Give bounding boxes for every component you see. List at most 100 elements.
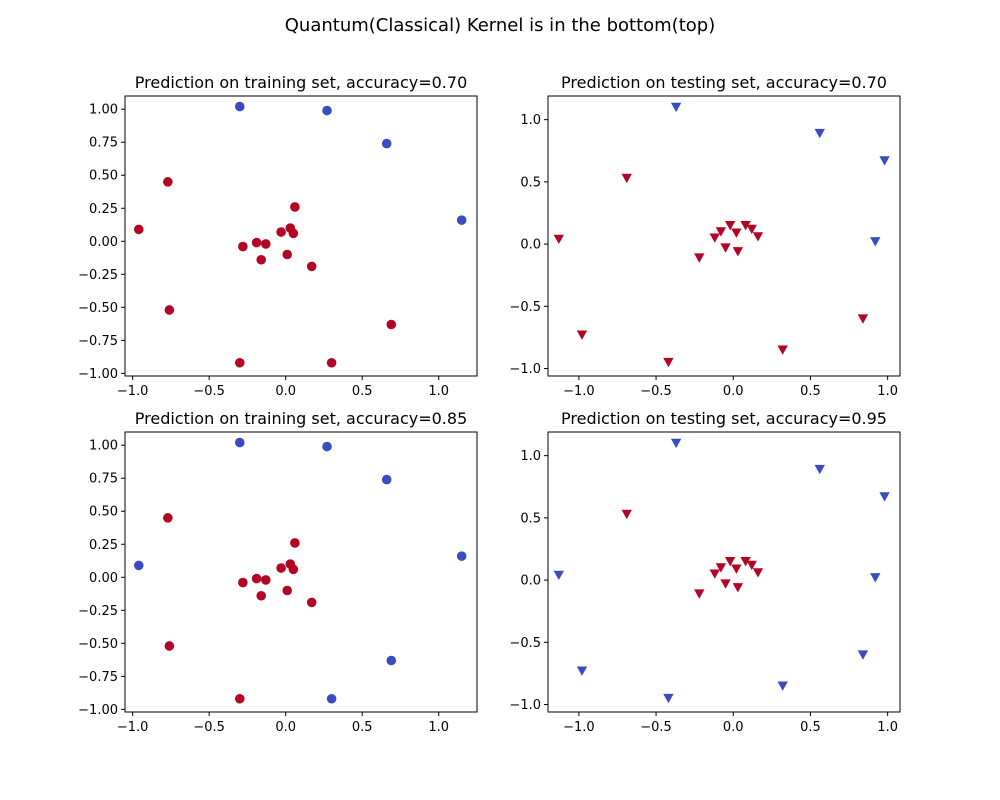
data-point-blue [326, 693, 337, 704]
data-point-red [133, 224, 144, 235]
data-point-red [163, 513, 173, 523]
y-tick-label: −0.50 [78, 637, 118, 652]
x-tick-label: 0.0 [723, 384, 744, 399]
data-point-blue [381, 474, 392, 485]
data-point-red [857, 314, 869, 324]
subplot-top-right: Prediction on testing set, accuracy=0.70… [509, 73, 901, 399]
y-tick-label: −0.5 [509, 636, 541, 651]
data-point-blue [670, 102, 682, 113]
y-tick-label: 0.25 [89, 202, 118, 217]
axes-frame [124, 95, 478, 377]
y-tick-label: 1.0 [520, 113, 541, 128]
data-point-red [238, 577, 248, 588]
y-tick-label: 0.00 [89, 235, 118, 250]
subplot-title: Prediction on training set, accuracy=0.8… [135, 409, 468, 428]
data-point-blue [879, 492, 890, 502]
data-point-red [164, 305, 175, 315]
data-point-red [663, 357, 674, 368]
x-tick-label: 0.5 [800, 384, 821, 399]
data-point-red [746, 560, 757, 571]
x-tick-label: 0.0 [723, 720, 744, 735]
y-tick-label: −1.0 [509, 362, 541, 377]
x-tick-label: 1.0 [877, 720, 898, 735]
data-point-red [553, 234, 565, 245]
data-point-blue [553, 570, 565, 581]
data-point-red [720, 579, 731, 589]
data-point-red [261, 239, 271, 249]
data-point-red [694, 253, 705, 263]
subplot-title: Prediction on training set, accuracy=0.7… [135, 73, 468, 92]
figure-title: Quantum(Classical) Kernel is in the bott… [285, 15, 715, 36]
data-point-red [731, 228, 742, 238]
data-point-red [326, 357, 337, 368]
data-point-red [288, 564, 299, 575]
y-tick-label: −1.0 [509, 698, 541, 713]
data-point-red [282, 249, 293, 260]
x-tick-label: 0.5 [352, 720, 373, 735]
data-point-red [752, 568, 764, 578]
y-tick-label: −1.00 [78, 703, 118, 718]
data-point-red [752, 232, 764, 242]
data-point-red [234, 357, 245, 368]
data-point-red [288, 228, 299, 239]
data-point-red [746, 224, 757, 235]
data-point-red [386, 319, 397, 330]
subplot-top-left: Prediction on training set, accuracy=0.7… [78, 73, 478, 399]
x-tick-label: −0.5 [193, 720, 225, 735]
axes-frame [124, 431, 478, 713]
data-point-red [261, 575, 271, 585]
data-point-red [777, 345, 788, 355]
x-tick-label: −0.5 [640, 720, 672, 735]
x-tick-label: −1.0 [563, 384, 595, 399]
data-point-blue [322, 105, 332, 116]
data-point-red [306, 597, 317, 608]
data-point-red [740, 221, 751, 231]
y-tick-label: 0.50 [89, 169, 118, 184]
data-point-blue [814, 464, 825, 475]
data-point-red [164, 641, 175, 651]
data-point-red [720, 243, 731, 253]
y-tick-label: 0.0 [520, 238, 541, 253]
data-point-blue [386, 655, 397, 666]
axes-frame [547, 95, 901, 377]
data-point-blue [857, 650, 869, 660]
x-tick-label: −1.0 [563, 720, 595, 735]
data-point-red [290, 538, 300, 548]
x-tick-label: 0.0 [275, 720, 296, 735]
data-point-red [724, 557, 736, 567]
data-point-blue [456, 551, 467, 561]
data-point-red [621, 173, 632, 184]
x-tick-label: 0.0 [275, 384, 296, 399]
data-point-blue [381, 138, 392, 149]
x-tick-label: −0.5 [640, 384, 672, 399]
subplot-title: Prediction on testing set, accuracy=0.70 [561, 73, 887, 92]
x-tick-label: 1.0 [428, 720, 449, 735]
data-point-blue [814, 128, 825, 139]
y-tick-label: 0.0 [520, 574, 541, 589]
data-point-red [276, 563, 286, 573]
data-point-red [238, 241, 248, 252]
data-point-red [256, 254, 267, 265]
data-point-red [694, 589, 705, 599]
x-tick-label: 1.0 [877, 384, 898, 399]
x-tick-label: 0.5 [800, 720, 821, 735]
data-point-red [709, 233, 720, 243]
data-point-blue [670, 438, 682, 449]
y-tick-label: −0.25 [78, 604, 118, 619]
subplot-bottom-right: Prediction on testing set, accuracy=0.95… [509, 409, 901, 735]
data-point-red [732, 583, 744, 593]
data-point-blue [870, 573, 881, 583]
data-point-red [163, 177, 173, 187]
data-point-blue [456, 215, 467, 225]
y-tick-label: −1.00 [78, 367, 118, 382]
y-tick-label: 1.0 [520, 449, 541, 464]
y-tick-label: 0.50 [89, 505, 118, 520]
y-tick-label: 1.00 [89, 439, 118, 454]
axes-frame [547, 431, 901, 713]
data-point-red [740, 557, 751, 567]
x-tick-label: 1.0 [428, 384, 449, 399]
data-point-blue [879, 156, 890, 166]
data-point-red [256, 590, 267, 601]
y-tick-label: 0.5 [520, 511, 541, 526]
